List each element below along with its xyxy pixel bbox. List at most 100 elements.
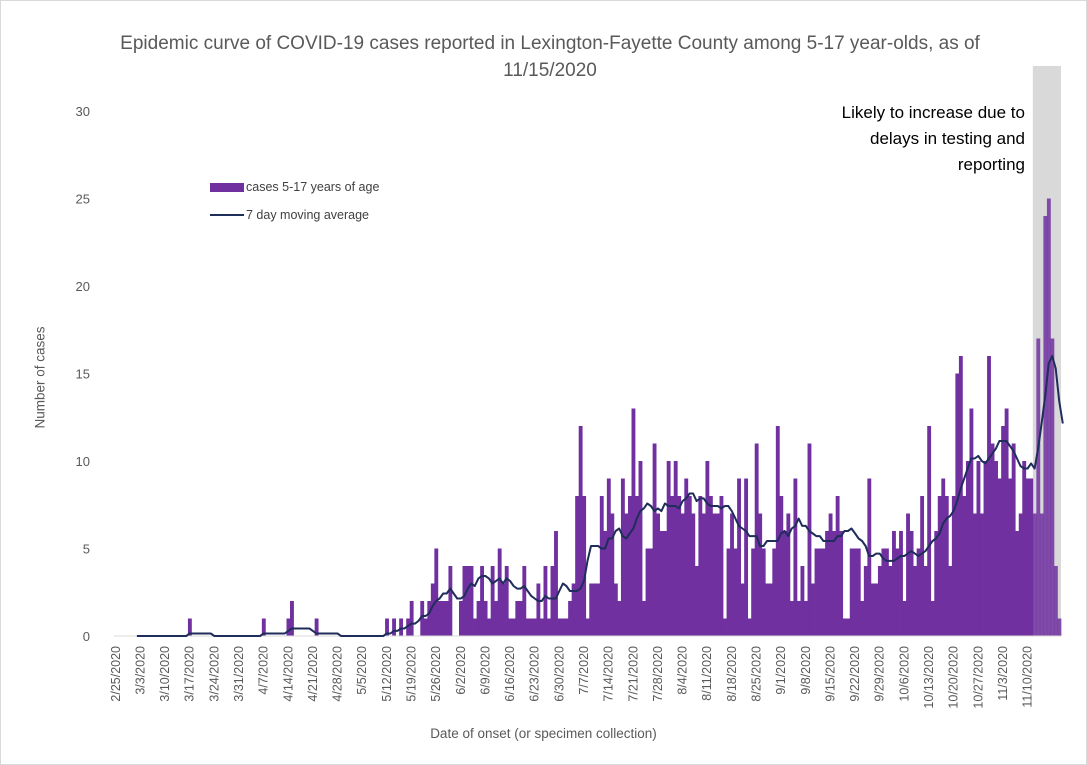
bar [547, 618, 551, 636]
bar [663, 531, 668, 636]
bar [870, 583, 875, 636]
bar [775, 426, 780, 636]
bar [599, 496, 604, 636]
bar [694, 566, 699, 636]
x-tick-label: 3/24/2020 [207, 646, 221, 702]
bar [733, 548, 738, 636]
x-tick-label: 8/25/2020 [749, 646, 763, 702]
bar [575, 496, 580, 636]
bar [972, 513, 977, 636]
bar [550, 566, 555, 636]
bar [1043, 216, 1048, 636]
bar [441, 601, 446, 636]
bar [965, 461, 970, 636]
bar [508, 618, 513, 636]
y-tick-label: 15 [76, 367, 90, 382]
bar [944, 496, 949, 636]
bar [828, 513, 833, 636]
bar [557, 618, 562, 636]
bar [409, 601, 414, 636]
bar [906, 513, 910, 636]
y-tick-label: 10 [76, 454, 90, 469]
bar [518, 601, 523, 636]
bar [652, 443, 657, 636]
bar [1050, 338, 1055, 636]
bar [754, 443, 759, 636]
bar [582, 496, 587, 636]
bar [789, 601, 794, 636]
bar [627, 496, 632, 636]
bar [434, 548, 439, 636]
bar [1053, 566, 1058, 636]
bar [856, 548, 861, 636]
bar [522, 566, 527, 636]
bar [913, 566, 918, 636]
x-tick-label: 10/6/2020 [897, 646, 911, 702]
legend-swatch-line [210, 214, 244, 216]
bar [617, 601, 622, 636]
bar [1032, 513, 1037, 636]
bar [839, 531, 844, 636]
x-tick-label: 10/20/2020 [947, 646, 961, 709]
bar [670, 496, 675, 636]
x-tick-label: 8/4/2020 [676, 646, 690, 695]
bar [814, 548, 819, 636]
bar [941, 478, 946, 636]
bar [430, 583, 435, 636]
bar [895, 548, 900, 636]
annotation-note: Likely to increase due to delays in test… [842, 100, 1025, 178]
bar [691, 513, 696, 636]
bar [1036, 338, 1041, 636]
bar [976, 461, 981, 636]
bar [649, 548, 653, 636]
bar [620, 478, 625, 636]
annotation-line-2: delays in testing and [870, 129, 1025, 148]
bar [969, 408, 974, 636]
bar [821, 548, 826, 636]
legend-item-average: 7 day moving average [210, 205, 379, 225]
annotation-line-1: Likely to increase due to [841, 103, 1025, 122]
bar [916, 548, 921, 636]
bar [1025, 478, 1030, 636]
bar [532, 618, 537, 636]
chart-title: Epidemic curve of COVID-19 cases reporte… [120, 33, 980, 81]
bar [786, 513, 791, 636]
bar [923, 566, 928, 636]
bar [448, 566, 453, 636]
bar [261, 618, 266, 636]
bar [902, 601, 907, 636]
bar [466, 566, 470, 636]
bar [884, 548, 889, 636]
bar [927, 426, 932, 636]
bar [1004, 408, 1009, 636]
bar [920, 496, 925, 636]
x-tick-label: 9/22/2020 [848, 646, 862, 702]
bar [737, 478, 741, 636]
bar [290, 601, 294, 636]
bar [782, 531, 787, 636]
bar [589, 583, 594, 636]
bar [642, 601, 646, 636]
bar [934, 531, 939, 636]
bar [501, 583, 506, 636]
bar [286, 618, 291, 636]
bar [392, 618, 396, 636]
bar [1018, 513, 1023, 636]
bar [744, 478, 749, 636]
bar [515, 601, 520, 636]
bar [585, 618, 590, 636]
bar [779, 496, 784, 636]
bar [990, 443, 995, 636]
bar [951, 496, 956, 636]
bar [687, 496, 692, 636]
legend-label-average: 7 day moving average [246, 208, 369, 222]
bar [473, 618, 477, 636]
bar [1039, 513, 1044, 636]
bar [860, 601, 865, 636]
bar [437, 601, 442, 636]
bar [849, 548, 854, 636]
bar [490, 566, 495, 636]
bar [800, 566, 805, 636]
y-tick-label: 20 [76, 279, 90, 294]
bar [469, 566, 474, 636]
